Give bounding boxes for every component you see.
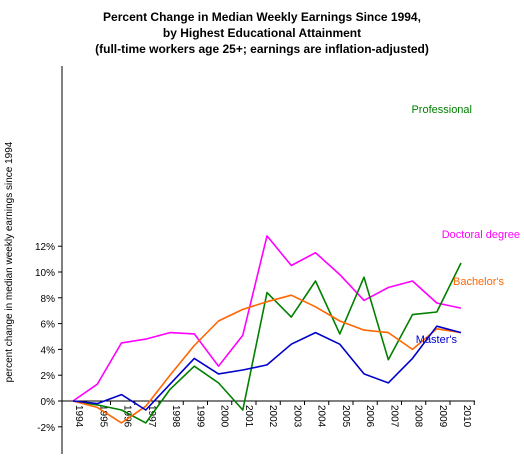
series-label-doctoral-degree: Doctoral degree bbox=[442, 229, 520, 241]
title-line-1: Percent Change in Median Weekly Earnings… bbox=[103, 10, 421, 24]
x-tick-label: 2005 bbox=[340, 405, 351, 428]
x-tick-label: 2010 bbox=[461, 405, 472, 428]
series-label-bachelor-s: Bachelor's bbox=[453, 276, 505, 288]
y-tick-label: 6% bbox=[41, 320, 56, 331]
x-tick-label: 1995 bbox=[97, 405, 108, 428]
x-tick-label: 1999 bbox=[194, 405, 205, 428]
y-tick-label: 12% bbox=[35, 242, 55, 253]
x-tick-label: 1994 bbox=[73, 405, 84, 428]
title-line-3: (full-time workers age 25+; earnings are… bbox=[95, 42, 429, 56]
y-axis-title: percent change in median weekly earnings… bbox=[4, 141, 15, 382]
x-tick-label: 2004 bbox=[316, 405, 327, 428]
series-line-professional bbox=[72, 262, 462, 424]
x-tick-label: 1998 bbox=[170, 405, 181, 428]
x-tick-label: 2008 bbox=[413, 405, 424, 428]
x-tick-label: 2002 bbox=[267, 405, 278, 428]
y-tick-label: 8% bbox=[41, 294, 56, 305]
y-tick-label: -2% bbox=[37, 423, 55, 434]
series-line-doctoral-degree bbox=[72, 235, 462, 402]
x-tick-label: 2009 bbox=[437, 405, 448, 428]
series-line-master-s bbox=[72, 325, 462, 411]
y-tick-label: 4% bbox=[41, 345, 56, 356]
series-label-master-s: Master's bbox=[416, 334, 458, 346]
y-tick-label: 2% bbox=[41, 371, 56, 382]
y-tick-label: 0% bbox=[41, 397, 56, 408]
chart-title: Percent Change in Median Weekly Earnings… bbox=[95, 10, 429, 56]
x-tick-label: 2000 bbox=[219, 405, 230, 428]
x-tick-label: 2006 bbox=[364, 405, 375, 428]
series-line-bachelor-s bbox=[72, 294, 462, 424]
x-tick-label: 2007 bbox=[388, 405, 399, 428]
x-tick-label: 1996 bbox=[122, 405, 133, 428]
series-label-professional: Professional bbox=[411, 104, 472, 116]
title-line-2: by Highest Educational Attainment bbox=[163, 26, 361, 40]
x-tick-label: 2001 bbox=[243, 405, 254, 428]
y-tick-label: 10% bbox=[35, 268, 55, 279]
x-tick-label: 2003 bbox=[291, 405, 302, 428]
plot-area: -2%0%2%4%6%8%10%12%1994 1995 1996 1997 1998 1… bbox=[35, 66, 520, 454]
